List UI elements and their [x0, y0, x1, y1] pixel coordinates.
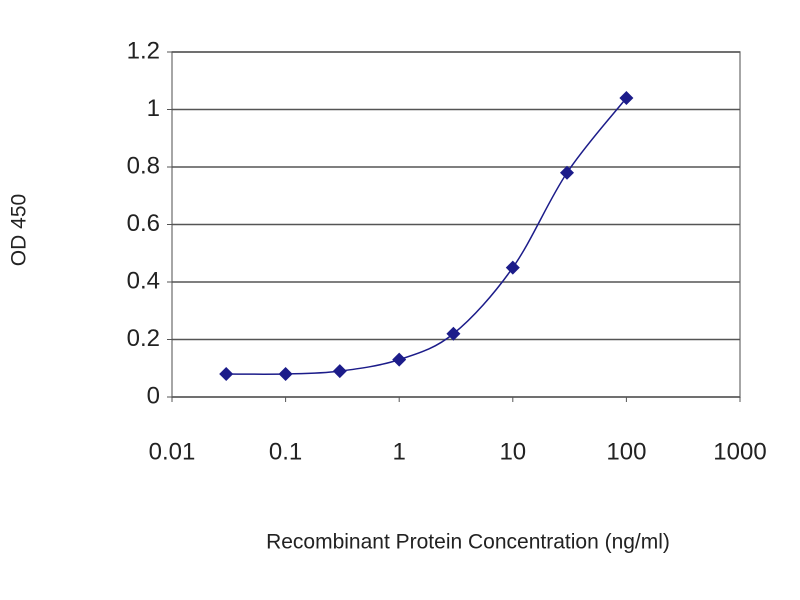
y-tick-label: 1.2: [127, 37, 160, 64]
y-tick-label: 0: [147, 382, 160, 409]
x-tick-label: 100: [606, 438, 646, 465]
x-tick-label: 1000: [713, 438, 766, 465]
y-tick-label: 0.2: [127, 325, 160, 352]
data-point: [446, 326, 461, 341]
data-point: [219, 367, 234, 381]
y-axis-label: OD 450: [8, 194, 31, 266]
data-point: [505, 260, 520, 275]
x-tick-label: 1: [393, 438, 406, 465]
y-tick-label: 0.6: [127, 210, 160, 237]
x-tick-label: 0.01: [149, 438, 196, 465]
data-point: [560, 165, 575, 180]
y-tick-label: 1: [147, 95, 160, 122]
data-point: [278, 367, 293, 381]
data-point: [332, 364, 347, 379]
x-tick-label: 10: [499, 438, 526, 465]
x-axis-label: Recombinant Protein Concentration (ng/ml…: [266, 531, 670, 554]
y-tick-label: 0.8: [127, 152, 160, 179]
y-tick-label: 0.4: [127, 267, 160, 294]
data-point: [392, 352, 407, 367]
data-point: [619, 91, 634, 105]
x-tick-label: 0.1: [269, 438, 302, 465]
